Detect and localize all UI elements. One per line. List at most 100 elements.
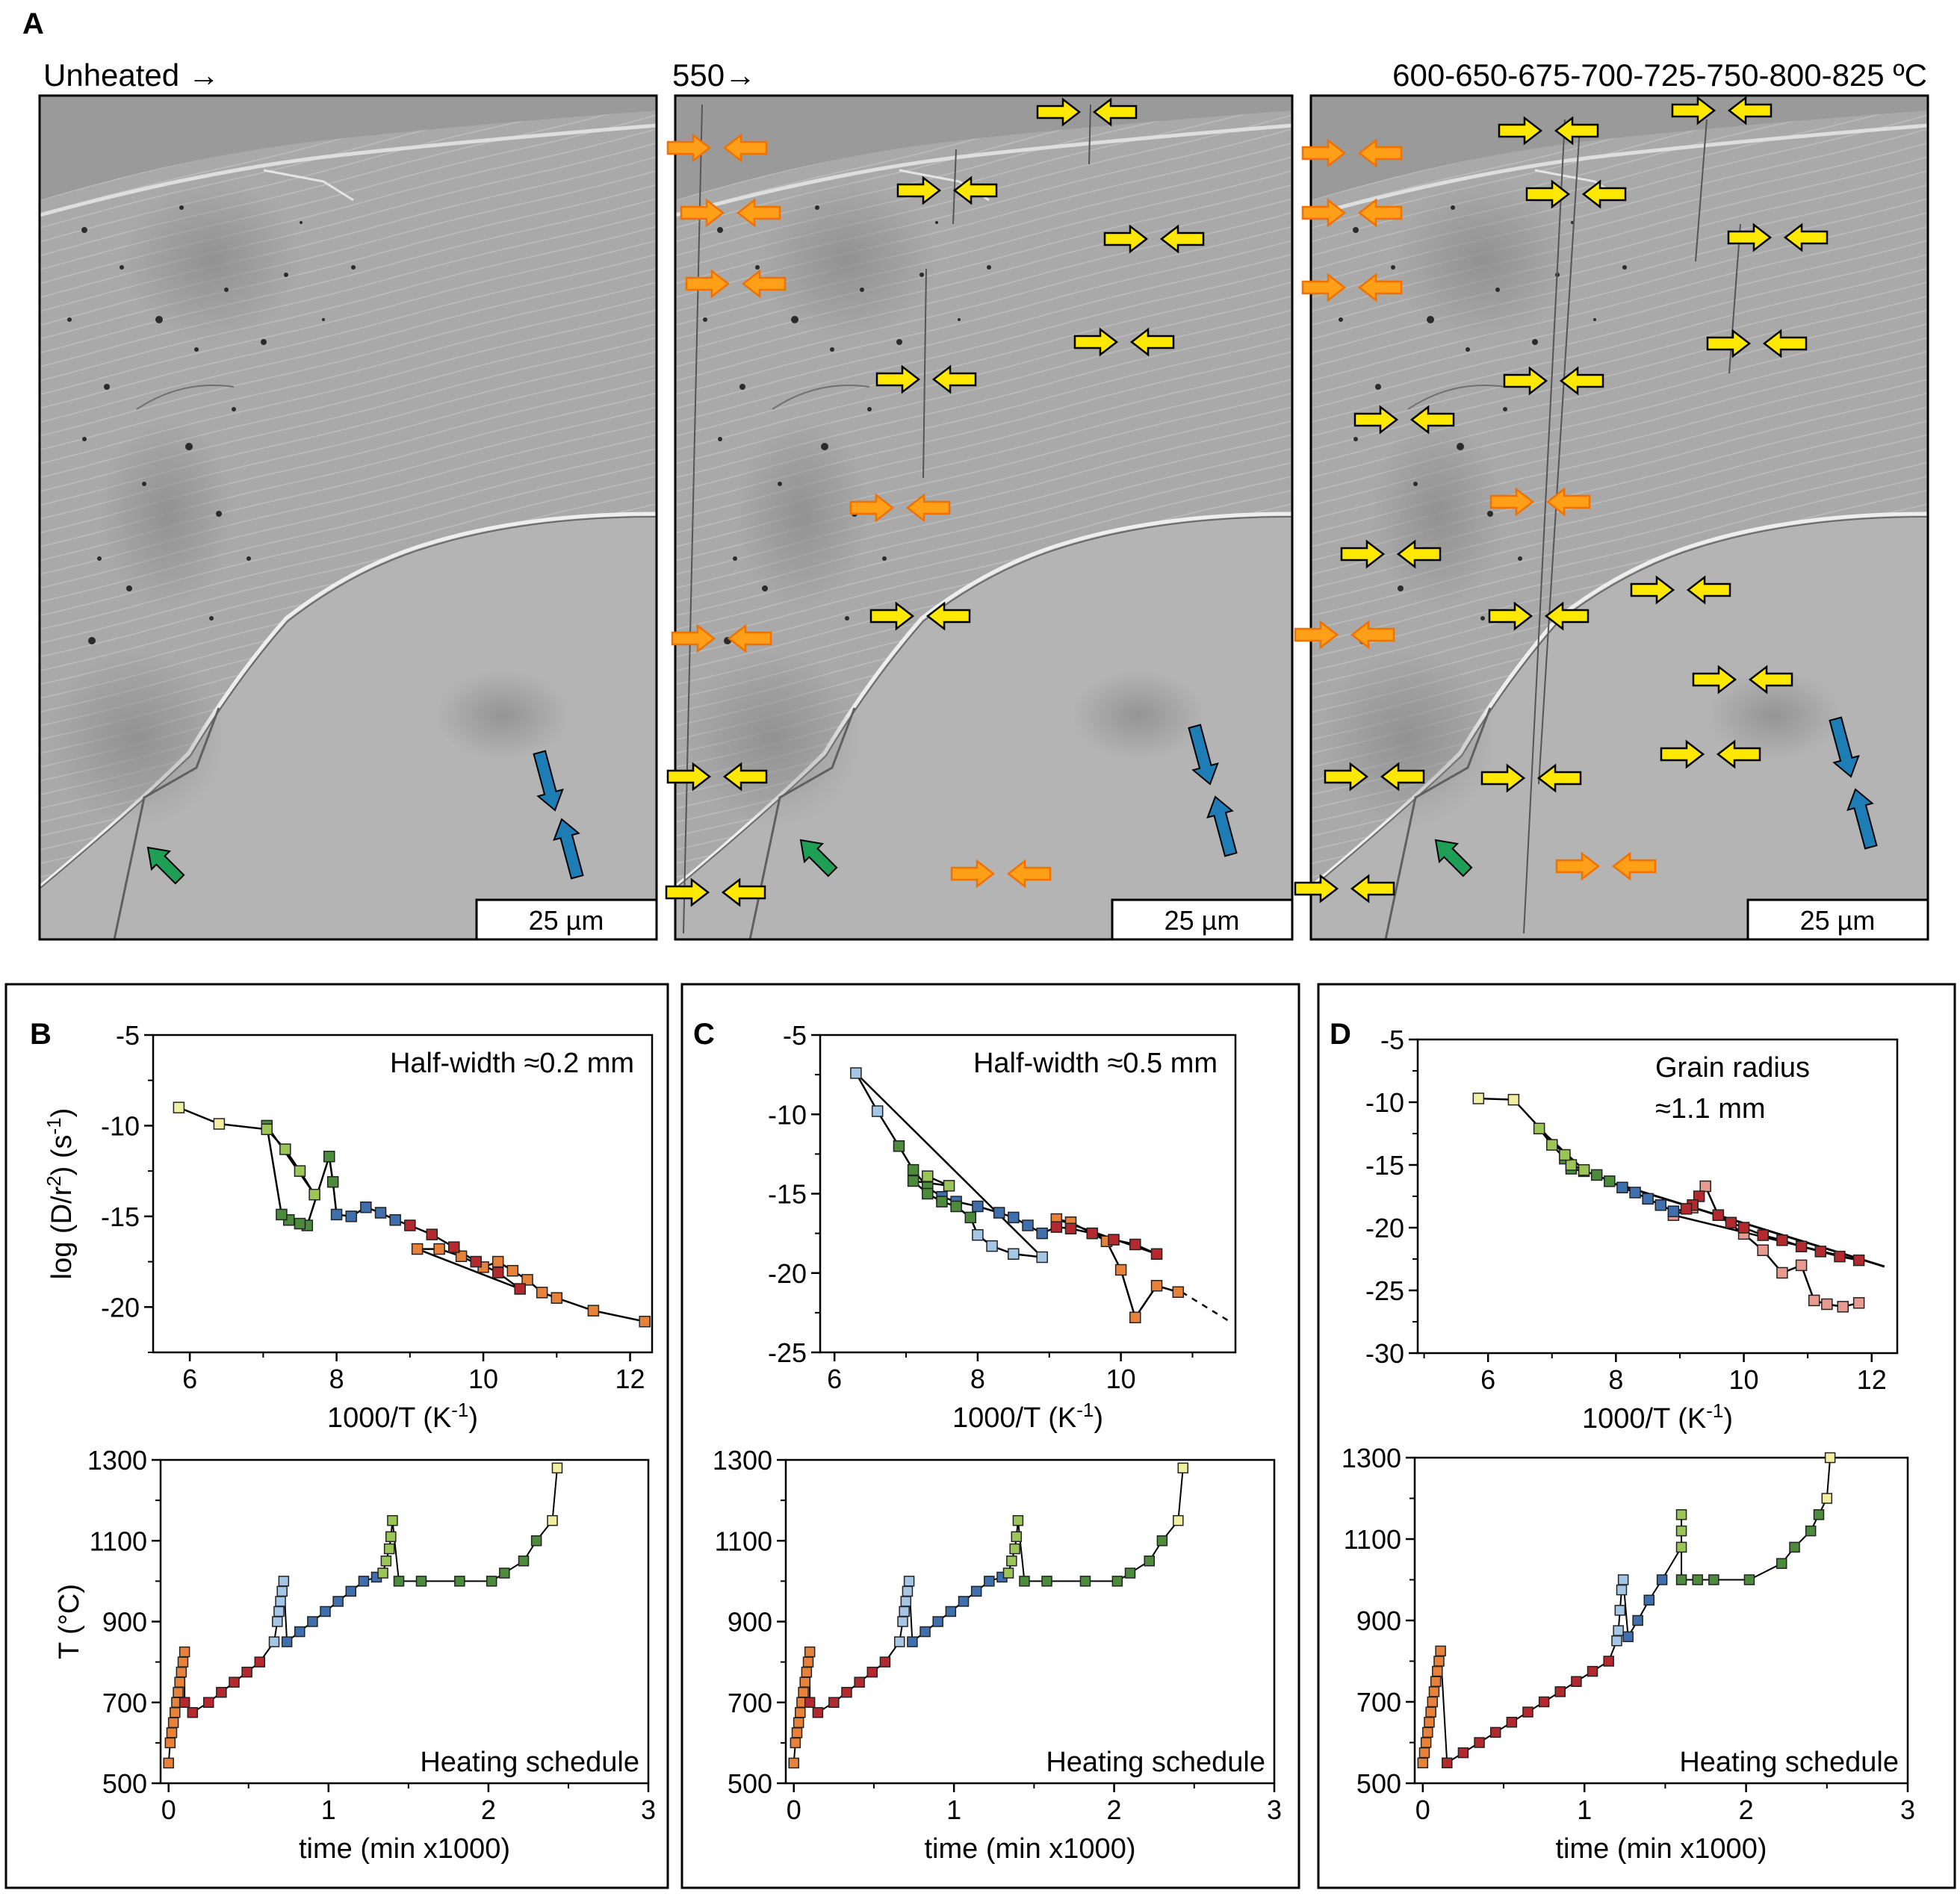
data-point — [1675, 1574, 1687, 1585]
data-point — [899, 1606, 910, 1617]
x-axis-label: 1000/T (K-1) — [952, 1399, 1103, 1434]
data-point — [393, 1576, 405, 1587]
data-point — [166, 1727, 178, 1738]
data-point — [491, 1266, 504, 1278]
data-point — [448, 1241, 460, 1253]
data-point — [984, 1576, 995, 1587]
x-tick-label: 3 — [1267, 1794, 1282, 1825]
data-point — [1417, 1757, 1429, 1768]
chart-C-arrhenius: 6 8 10 -5 -10 -15 -20 -25 1000/T (K-1) Half-width… — [768, 1020, 1237, 1434]
data-point — [551, 1462, 563, 1474]
data-point — [893, 1140, 905, 1152]
data-point — [936, 1196, 948, 1208]
data-point — [1692, 1574, 1703, 1585]
y-tick-label: 500 — [102, 1768, 147, 1799]
data-point — [1616, 1584, 1628, 1596]
data-point — [1776, 1558, 1787, 1569]
data-point — [1124, 1567, 1136, 1579]
data-point — [1708, 1574, 1719, 1585]
x-tick-label: 10 — [1106, 1364, 1136, 1394]
data-point — [1430, 1676, 1442, 1687]
data-point — [945, 1606, 957, 1617]
data-point — [639, 1315, 651, 1328]
data-point — [536, 1287, 548, 1299]
data-point — [1632, 1614, 1643, 1626]
data-point — [254, 1656, 265, 1668]
data-point — [173, 1686, 184, 1698]
data-point — [241, 1666, 252, 1678]
data-point — [377, 1567, 388, 1579]
x-tick-label: 6 — [1480, 1364, 1495, 1395]
x-tick-label: 2 — [1739, 1794, 1754, 1825]
series-line — [167, 1467, 558, 1764]
data-point — [521, 1274, 533, 1286]
data-point — [1603, 1656, 1614, 1667]
data-point — [1571, 1676, 1582, 1687]
data-point — [1737, 1222, 1750, 1234]
data-point — [1006, 1555, 1017, 1567]
data-point — [1022, 1219, 1034, 1231]
data-point — [1114, 1264, 1127, 1276]
data-point — [791, 1727, 803, 1738]
data-point — [893, 1636, 905, 1647]
y-tick-label: -15 — [1365, 1150, 1404, 1181]
data-point — [1533, 1122, 1545, 1135]
x-tick-label: 10 — [1729, 1364, 1759, 1395]
annotation: Heating schedule — [420, 1747, 639, 1778]
y-tick-label: -10 — [101, 1110, 140, 1141]
data-point — [1442, 1757, 1453, 1768]
y-tick-label: -15 — [101, 1202, 140, 1232]
data-point — [1009, 1543, 1020, 1555]
data-point — [804, 1646, 816, 1658]
data-point — [801, 1666, 813, 1678]
chart-B-arrhenius: 6 8 10 12 -5 -10 -15 -20 1000/T (K-1) log (D/r2) … — [43, 1020, 654, 1434]
data-point — [281, 1636, 293, 1647]
data-point — [486, 1576, 497, 1587]
data-point — [1129, 1238, 1141, 1251]
y-tick-label: 900 — [102, 1607, 147, 1638]
data-point — [1805, 1525, 1817, 1537]
data-point — [1824, 1452, 1836, 1464]
data-point — [1757, 1244, 1769, 1256]
y-tick-label: 1300 — [713, 1445, 772, 1476]
data-point — [455, 1250, 468, 1263]
label-550: 550→ — [672, 58, 756, 93]
data-point — [385, 1531, 397, 1543]
data-point — [276, 1585, 288, 1597]
data-point — [176, 1666, 187, 1678]
data-point — [897, 1616, 908, 1627]
data-point — [1587, 1665, 1598, 1677]
data-point — [802, 1656, 814, 1668]
data-point — [788, 1757, 799, 1769]
data-point — [1604, 1175, 1616, 1187]
data-point — [470, 1255, 482, 1268]
data-point — [1776, 1266, 1788, 1279]
blue-arrow-down — [533, 750, 564, 812]
data-point — [900, 1596, 912, 1607]
data-point — [1019, 1576, 1030, 1587]
data-point — [1656, 1574, 1668, 1585]
y-tick-label: -5 — [116, 1020, 140, 1051]
data-point — [907, 1163, 919, 1176]
data-point — [213, 1118, 226, 1130]
x-tick-label: 8 — [1608, 1364, 1623, 1395]
sem-image-550: 25 µm — [675, 96, 1292, 939]
chart-D-arrhenius: 6 8 10 12 -5 -10 -15 -20 -25 -30 1000/T (K-1) Grain… — [1365, 1025, 1899, 1435]
data-point — [919, 1626, 931, 1638]
data-point — [491, 1255, 504, 1268]
data-point — [970, 1585, 982, 1597]
data-point — [506, 1264, 519, 1277]
data-point — [1667, 1205, 1680, 1217]
data-point — [932, 1616, 943, 1627]
data-point — [179, 1646, 190, 1658]
panel-b-frame — [4, 983, 669, 1889]
sem-image-heated: 25 µm — [1311, 96, 1928, 939]
data-point — [294, 1165, 306, 1177]
data-point — [1422, 1726, 1433, 1738]
data-point — [1743, 1574, 1755, 1585]
panel-d-frame — [1317, 983, 1956, 1889]
data-point — [1590, 1169, 1603, 1181]
data-point — [1506, 1717, 1518, 1728]
y-tick-label: -25 — [768, 1337, 807, 1368]
data-point — [795, 1707, 806, 1718]
